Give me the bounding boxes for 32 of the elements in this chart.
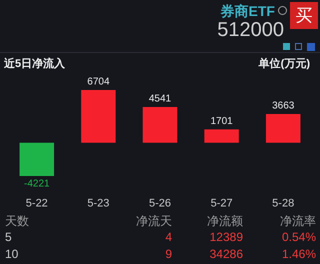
bar (266, 114, 300, 143)
text: 天数 (5, 213, 29, 230)
data-label: -4221 (24, 178, 50, 190)
text: 1.46% (282, 247, 316, 261)
x-tick-label: 5-27 (210, 198, 233, 210)
text: 34286 (210, 247, 243, 261)
data-label: 1701 (210, 116, 234, 127)
text: 券商ETF (220, 3, 275, 21)
chart-title: 近5日净流入 (4, 56, 66, 71)
chart-subtitle: 单位(万元) (258, 56, 310, 71)
bar (81, 90, 116, 143)
data-label: 3663 (272, 100, 295, 112)
text: 512000 (217, 19, 284, 42)
x-tick-label: 5-26 (148, 198, 172, 210)
data-label: 4541 (148, 94, 172, 105)
text: 0.54% (282, 230, 316, 244)
text: 4 (165, 230, 172, 244)
bar (142, 107, 178, 143)
text: 买 (290, 2, 318, 29)
text: 9 (165, 247, 172, 261)
data-label: 6704 (87, 76, 110, 88)
bar (20, 142, 54, 176)
x-tick-label: 5-23 (87, 198, 110, 210)
text: 净流天 (136, 213, 172, 230)
text: 10 (5, 247, 18, 261)
x-tick-label: 5-22 (26, 198, 48, 210)
bar (204, 129, 239, 143)
text: 净流额 (207, 213, 243, 230)
text: 5 (5, 230, 12, 244)
text: 12389 (210, 230, 243, 244)
x-tick-label: 5-28 (272, 198, 294, 210)
text: 净流率 (280, 213, 316, 230)
